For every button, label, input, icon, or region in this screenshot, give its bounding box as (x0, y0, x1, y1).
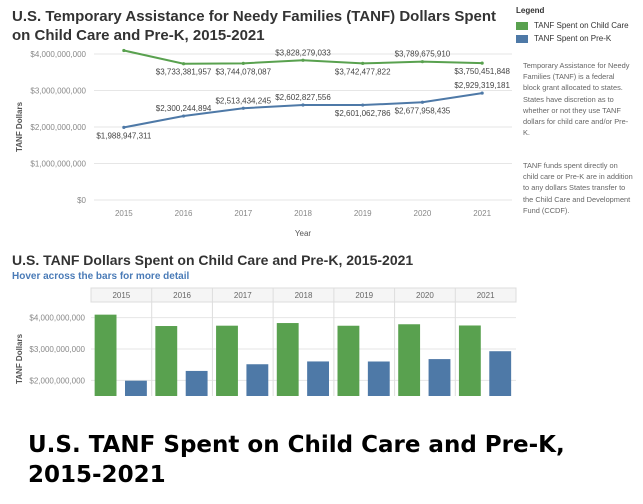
bar-child-care (155, 326, 178, 396)
x-tick-label: 2017 (234, 209, 252, 218)
x-tick-label: 2019 (354, 209, 372, 218)
bar-prek (125, 380, 147, 396)
bar-chart-title: U.S. TANF Dollars Spent on Child Care an… (12, 252, 414, 268)
x-tick-label: 2020 (414, 209, 432, 218)
bar-prek (367, 361, 390, 396)
category-header: 2017 (234, 291, 252, 300)
side-note-tanf-definition: Temporary Assistance for Needy Families … (523, 61, 630, 138)
y-tick-label: $1,000,000,000 (30, 160, 86, 169)
data-point (301, 103, 305, 107)
bar-prek (307, 361, 329, 396)
data-label: $2,929,319,181 (454, 81, 510, 90)
data-label: $3,742,477,822 (335, 67, 391, 76)
bar-prek (489, 351, 512, 396)
category-header: 2020 (416, 291, 434, 300)
bar-child-care (216, 325, 238, 396)
x-tick-label: 2021 (473, 209, 491, 218)
data-point (241, 61, 245, 65)
data-label: $2,601,062,786 (335, 109, 391, 118)
bar-child-care (276, 323, 299, 396)
data-label: $3,789,675,910 (395, 50, 451, 59)
y-axis-label: TANF Dollars (15, 101, 24, 152)
bar-child-care (337, 325, 360, 396)
data-label: $3,744,078,087 (215, 67, 271, 76)
bar-child-care (398, 324, 421, 396)
y-tick-label: $3,000,000,000 (29, 345, 85, 354)
y-axis-label: TANF Dollars (15, 333, 24, 384)
data-label: $2,677,958,435 (395, 106, 451, 115)
side-note-ccdf: TANF funds spent directly on child care … (523, 161, 633, 215)
data-label: $2,602,827,556 (275, 93, 331, 102)
data-point (361, 103, 365, 107)
data-label: $2,300,244,894 (156, 104, 212, 113)
data-label: $1,988,947,311 (96, 131, 152, 140)
legend-item-child-care[interactable]: TANF Spent on Child Care (516, 21, 629, 30)
line-chart[interactable]: $0 $1,000,000,000 $2,000,000,000 $3,000,000… (0, 48, 520, 244)
data-point (181, 62, 186, 66)
bar-chart-subtitle: Hover across the bars for more detail (12, 271, 190, 282)
column-header-band (90, 287, 517, 303)
x-tick-label: 2018 (294, 209, 312, 218)
category-header: 2018 (295, 291, 313, 300)
data-point (361, 61, 365, 65)
data-point (241, 106, 245, 110)
category-header: 2021 (477, 291, 495, 300)
y-tick-label: $2,000,000,000 (30, 123, 86, 132)
category-header: 2016 (173, 291, 191, 300)
legend-title: Legend (516, 6, 545, 15)
data-point (301, 58, 305, 62)
x-axis-label: Year (295, 229, 312, 238)
data-label: $3,828,279,033 (275, 48, 331, 57)
legend-swatch-prek (516, 34, 528, 43)
y-tick-label: $4,000,000,000 (30, 50, 86, 59)
y-tick-label: $3,000,000,000 (30, 87, 86, 96)
image-caption: U.S. TANF Spent on Child Care and Pre-K,… (28, 432, 565, 488)
x-tick-label: 2016 (175, 209, 193, 218)
legend-item-prek[interactable]: TANF Spent on Pre-K (516, 34, 611, 43)
data-point (480, 61, 484, 65)
legend-label-child-care: TANF Spent on Child Care (534, 21, 629, 30)
data-point (420, 100, 425, 104)
data-point (420, 60, 425, 64)
data-label: $2,513,434,245 (215, 96, 271, 105)
y-tick-label: $4,000,000,000 (29, 314, 85, 323)
data-point (122, 125, 126, 130)
bar-child-care (458, 325, 481, 396)
y-tick-label: $0 (77, 196, 86, 205)
data-label: $3,750,451,848 (454, 67, 510, 76)
bar-chart[interactable]: $2,000,000,000 $3,000,000,000 $4,000,000,0… (0, 284, 520, 400)
legend-label-prek: TANF Spent on Pre-K (534, 34, 612, 43)
data-point (480, 91, 484, 95)
category-header: 2019 (355, 291, 373, 300)
line-chart-title: U.S. Temporary Assistance for Needy Fami… (12, 8, 497, 44)
legend-swatch-child-care (516, 21, 528, 30)
bar-prek (246, 364, 269, 396)
bar-prek (428, 359, 451, 396)
data-point (181, 114, 186, 118)
data-point (122, 48, 126, 53)
y-tick-label: $2,000,000,000 (29, 376, 85, 385)
bar-prek (185, 370, 208, 396)
bar-child-care (94, 314, 117, 396)
data-label: $3,733,381,957 (156, 68, 212, 77)
x-tick-label: 2015 (115, 209, 133, 218)
category-header: 2015 (112, 291, 130, 300)
